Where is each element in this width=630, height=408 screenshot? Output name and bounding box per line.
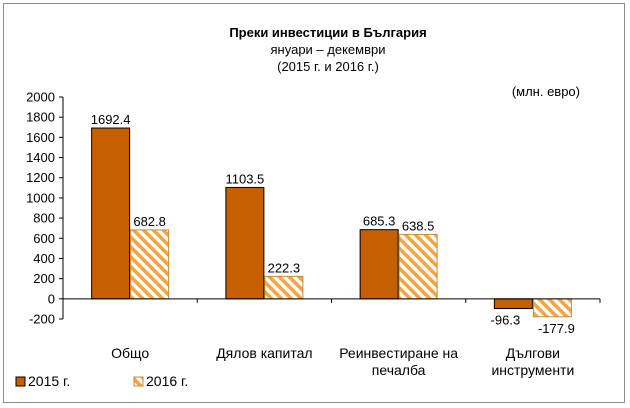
y-axis: -200 0 200 400 600 800 1000 1200 1400 1600 1800 200… — [26, 90, 64, 327]
y-tick-label: 800 — [33, 211, 55, 226]
value-label: 685.3 — [363, 214, 396, 229]
category-label: печалба — [372, 362, 426, 378]
value-label: -177.9 — [538, 321, 575, 336]
category-label: Дялов капитал — [216, 345, 312, 361]
category-label: Общо — [111, 345, 149, 361]
y-tick-label: 1800 — [26, 110, 55, 125]
bar-2015-1 — [225, 186, 265, 300]
y-tick-label: 200 — [33, 271, 55, 286]
bar-2015-2 — [359, 229, 399, 300]
value-label: 222.3 — [268, 260, 301, 275]
category-label: Дългови — [506, 345, 560, 361]
y-tick-label: 1400 — [26, 150, 55, 165]
chart-subtitle-line-1: януари – декември — [271, 42, 386, 57]
bar-2016-3 — [532, 298, 572, 318]
y-tick-label: 1000 — [26, 190, 55, 205]
bar-2016-1 — [264, 275, 304, 300]
y-tick-label: 2000 — [26, 90, 55, 105]
legend-label: 2016 г. — [146, 373, 188, 389]
bars — [91, 127, 572, 318]
category-label: инструменти — [491, 362, 574, 378]
y-tick-label: 1600 — [26, 130, 55, 145]
bar-2015-3 — [493, 298, 533, 310]
category-label: Реинвестиране на — [339, 345, 458, 361]
legend-swatch — [133, 376, 144, 387]
y-tick-label: 600 — [33, 231, 55, 246]
bar-2015-0 — [91, 127, 131, 300]
legend: 2015 г. 2016 г. — [15, 373, 188, 389]
value-label: 1692.4 — [91, 112, 131, 127]
y-tick-label: 0 — [48, 291, 55, 306]
unit-label: (млн. евро) — [512, 84, 580, 99]
x-axis: Общо Дялов капитал Реинвестиране напечалба… — [62, 298, 601, 378]
legend-label: 2015 г. — [28, 373, 70, 389]
value-labels: 1692.4 682.8 1103.5 222.3 685.3 638.5 -96.3 -17… — [91, 112, 575, 336]
value-label: 638.5 — [402, 218, 435, 233]
value-label: 1103.5 — [225, 171, 264, 186]
bar-2016-2 — [398, 233, 438, 300]
y-tick-label: 1200 — [26, 170, 55, 185]
y-tick-label: -200 — [29, 312, 55, 327]
chart-subtitle-line-2: (2015 г. и 2016 г.) — [277, 59, 379, 74]
value-label: -96.3 — [491, 313, 521, 328]
bar-2016-0 — [130, 229, 170, 300]
legend-swatch — [15, 376, 26, 387]
value-label: 682.8 — [133, 214, 166, 229]
y-tick-label: 400 — [33, 251, 55, 266]
chart-title: Преки инвестиции в България — [229, 25, 426, 40]
